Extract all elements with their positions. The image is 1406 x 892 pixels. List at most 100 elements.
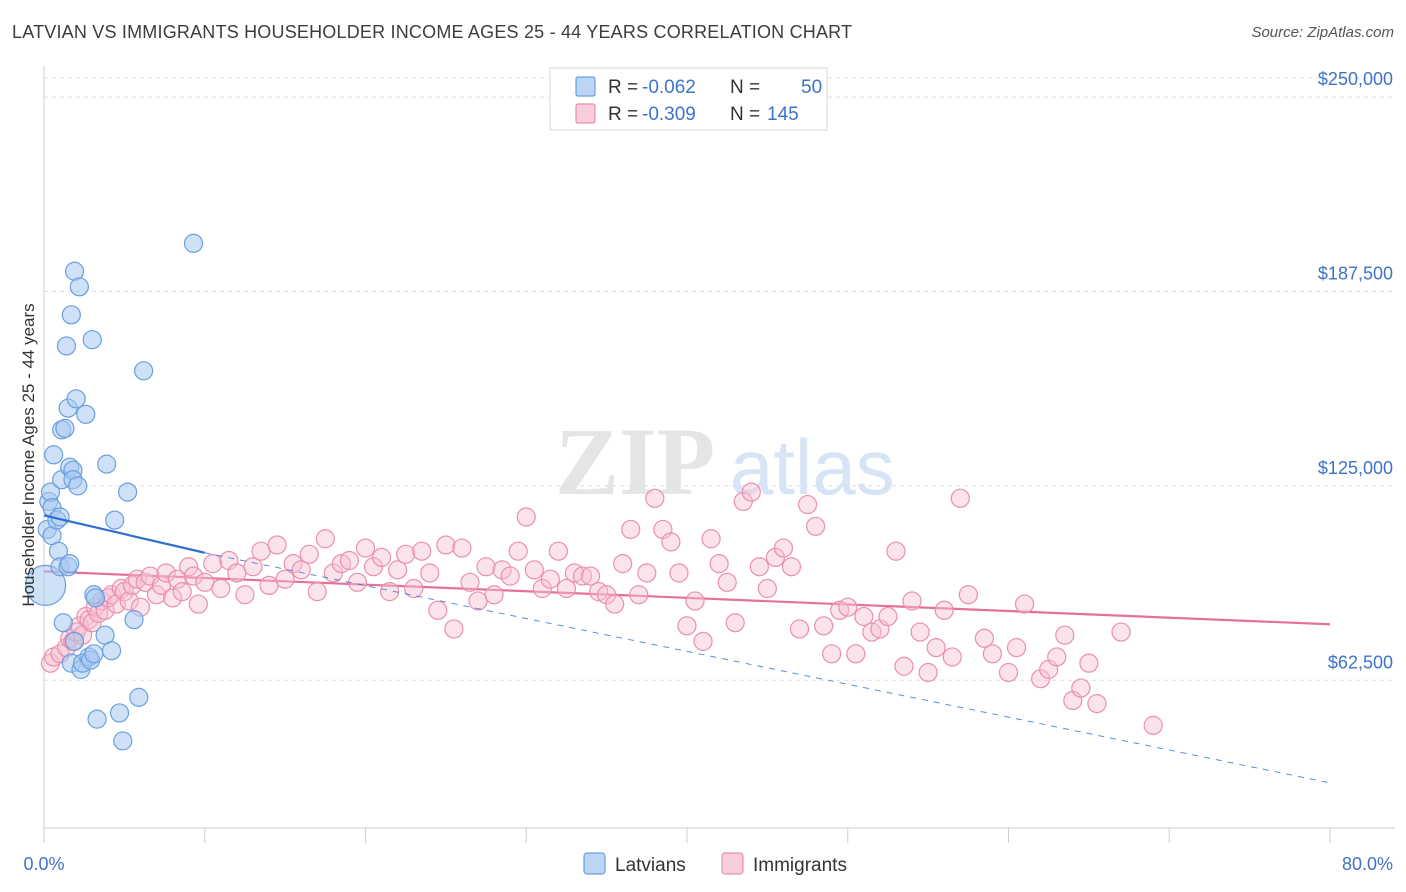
immigrants-point — [404, 578, 424, 599]
legend-latvians-n-value: 50 — [801, 77, 822, 98]
legend-latvians-n-label: N = — [730, 77, 760, 98]
latvians-point — [101, 641, 122, 661]
immigrants-point — [172, 582, 192, 602]
immigrants-point — [188, 594, 208, 614]
immigrants-point — [998, 662, 1019, 683]
latvians-point — [134, 361, 154, 381]
y-tick-label: $125,000 — [1318, 458, 1393, 478]
bottom-legend-latvians-label: Latvians — [615, 855, 686, 876]
legend-latvians-r-label: R = — [608, 77, 638, 98]
immigrants-point — [749, 557, 769, 577]
immigrants-point — [717, 572, 737, 592]
immigrants-point — [814, 616, 834, 636]
legend-latvians-swatch — [575, 76, 596, 97]
latvians-points — [25, 233, 204, 751]
latvians-point — [84, 644, 104, 664]
y-tick-label: $187,500 — [1318, 263, 1393, 283]
immigrants-point — [79, 610, 99, 630]
latvians-point — [105, 510, 125, 530]
latvians-point — [85, 588, 106, 608]
bottom-legend-latvians-swatch — [583, 852, 606, 875]
immigrants-point — [540, 569, 560, 589]
source-label: Source: ZipAtlas.com — [1251, 24, 1394, 41]
immigrants-point — [82, 613, 102, 633]
immigrants-point — [195, 572, 215, 592]
immigrants-point — [556, 578, 577, 599]
immigrants-points — [40, 482, 1163, 735]
immigrants-point — [741, 482, 761, 502]
immigrants-point — [918, 662, 938, 683]
latvians-point — [109, 703, 130, 723]
x-tick-label-min: 0.0% — [23, 854, 64, 874]
immigrants-point — [460, 572, 480, 592]
legend-immigrants-n-value: 145 — [767, 104, 799, 125]
immigrants-point — [1143, 715, 1163, 735]
immigrants-point — [1071, 678, 1091, 698]
immigrants-point — [371, 547, 392, 568]
y-axis-tick-labels: $62,500 $125,000 $187,500 $250,000 — [1318, 69, 1393, 672]
immigrants-point — [203, 554, 223, 574]
immigrants-point — [275, 569, 295, 589]
chart-title: LATVIAN VS IMMIGRANTS HOUSEHOLDER INCOME… — [12, 22, 853, 42]
immigrants-point — [878, 606, 898, 627]
immigrants-point — [580, 566, 601, 586]
immigrants-point — [1047, 647, 1067, 667]
immigrants-point — [299, 544, 319, 564]
immigrants-point — [605, 594, 625, 614]
legend-immigrants-r-label: R = — [608, 104, 638, 125]
immigrants-point — [156, 563, 176, 583]
latvians-point — [87, 709, 107, 729]
latvians-trend-group — [43, 514, 1331, 784]
immigrants-point — [412, 541, 432, 561]
immigrants-point — [637, 563, 657, 583]
immigrants-point — [163, 588, 183, 608]
immigrants-point — [444, 619, 464, 639]
immigrants-point — [1055, 625, 1075, 645]
immigrants-point — [854, 606, 874, 627]
latvians-point — [55, 418, 75, 438]
immigrants-point — [773, 538, 794, 558]
immigrants-point — [1111, 622, 1131, 642]
latvians-point — [124, 610, 144, 630]
legend-immigrants-swatch — [575, 103, 596, 124]
immigrants-point — [725, 613, 745, 633]
immigrants-point — [179, 557, 199, 577]
immigrants-point — [757, 578, 777, 599]
y-tick-label: $250,000 — [1318, 69, 1393, 89]
immigrants-point — [982, 644, 1003, 664]
immigrants-point — [388, 560, 408, 580]
latvians-trend-line — [43, 514, 205, 554]
immigrants-point — [902, 591, 922, 611]
immigrants-point — [669, 563, 689, 583]
legend-immigrants-r-value: -0.309 — [642, 104, 696, 125]
legend: R = -0.062 N = 50 R = -0.309 N = 145 — [549, 67, 828, 131]
immigrants-point — [524, 560, 544, 580]
immigrants-point — [1006, 638, 1027, 658]
immigrants-point — [452, 538, 472, 558]
latvians-point — [61, 305, 81, 325]
immigrants-point — [1014, 594, 1035, 614]
immigrants-point — [211, 578, 231, 599]
latvians-point — [82, 330, 102, 350]
watermark-zip: ZIP — [555, 408, 715, 515]
bottom-legend-immigrants-swatch — [721, 852, 744, 875]
legend-box — [549, 67, 828, 131]
immigrants-point — [822, 644, 842, 664]
immigrants-point — [468, 591, 488, 611]
immigrants-point — [894, 656, 914, 676]
immigrants-point — [805, 516, 826, 536]
bottom-legend: Latvians Immigrants — [583, 852, 847, 876]
immigrants-point — [974, 628, 994, 648]
immigrants-point — [1079, 653, 1099, 673]
immigrants-point — [339, 550, 360, 571]
latvians-point — [44, 445, 64, 465]
immigrants-point — [934, 600, 954, 620]
immigrants-point — [886, 541, 906, 561]
immigrants-point — [420, 563, 440, 583]
x-axis-ticks — [43, 828, 1331, 843]
immigrants-point — [484, 585, 504, 605]
immigrants-point — [621, 519, 641, 540]
immigrants-point — [315, 529, 335, 549]
immigrants-point — [846, 644, 866, 664]
